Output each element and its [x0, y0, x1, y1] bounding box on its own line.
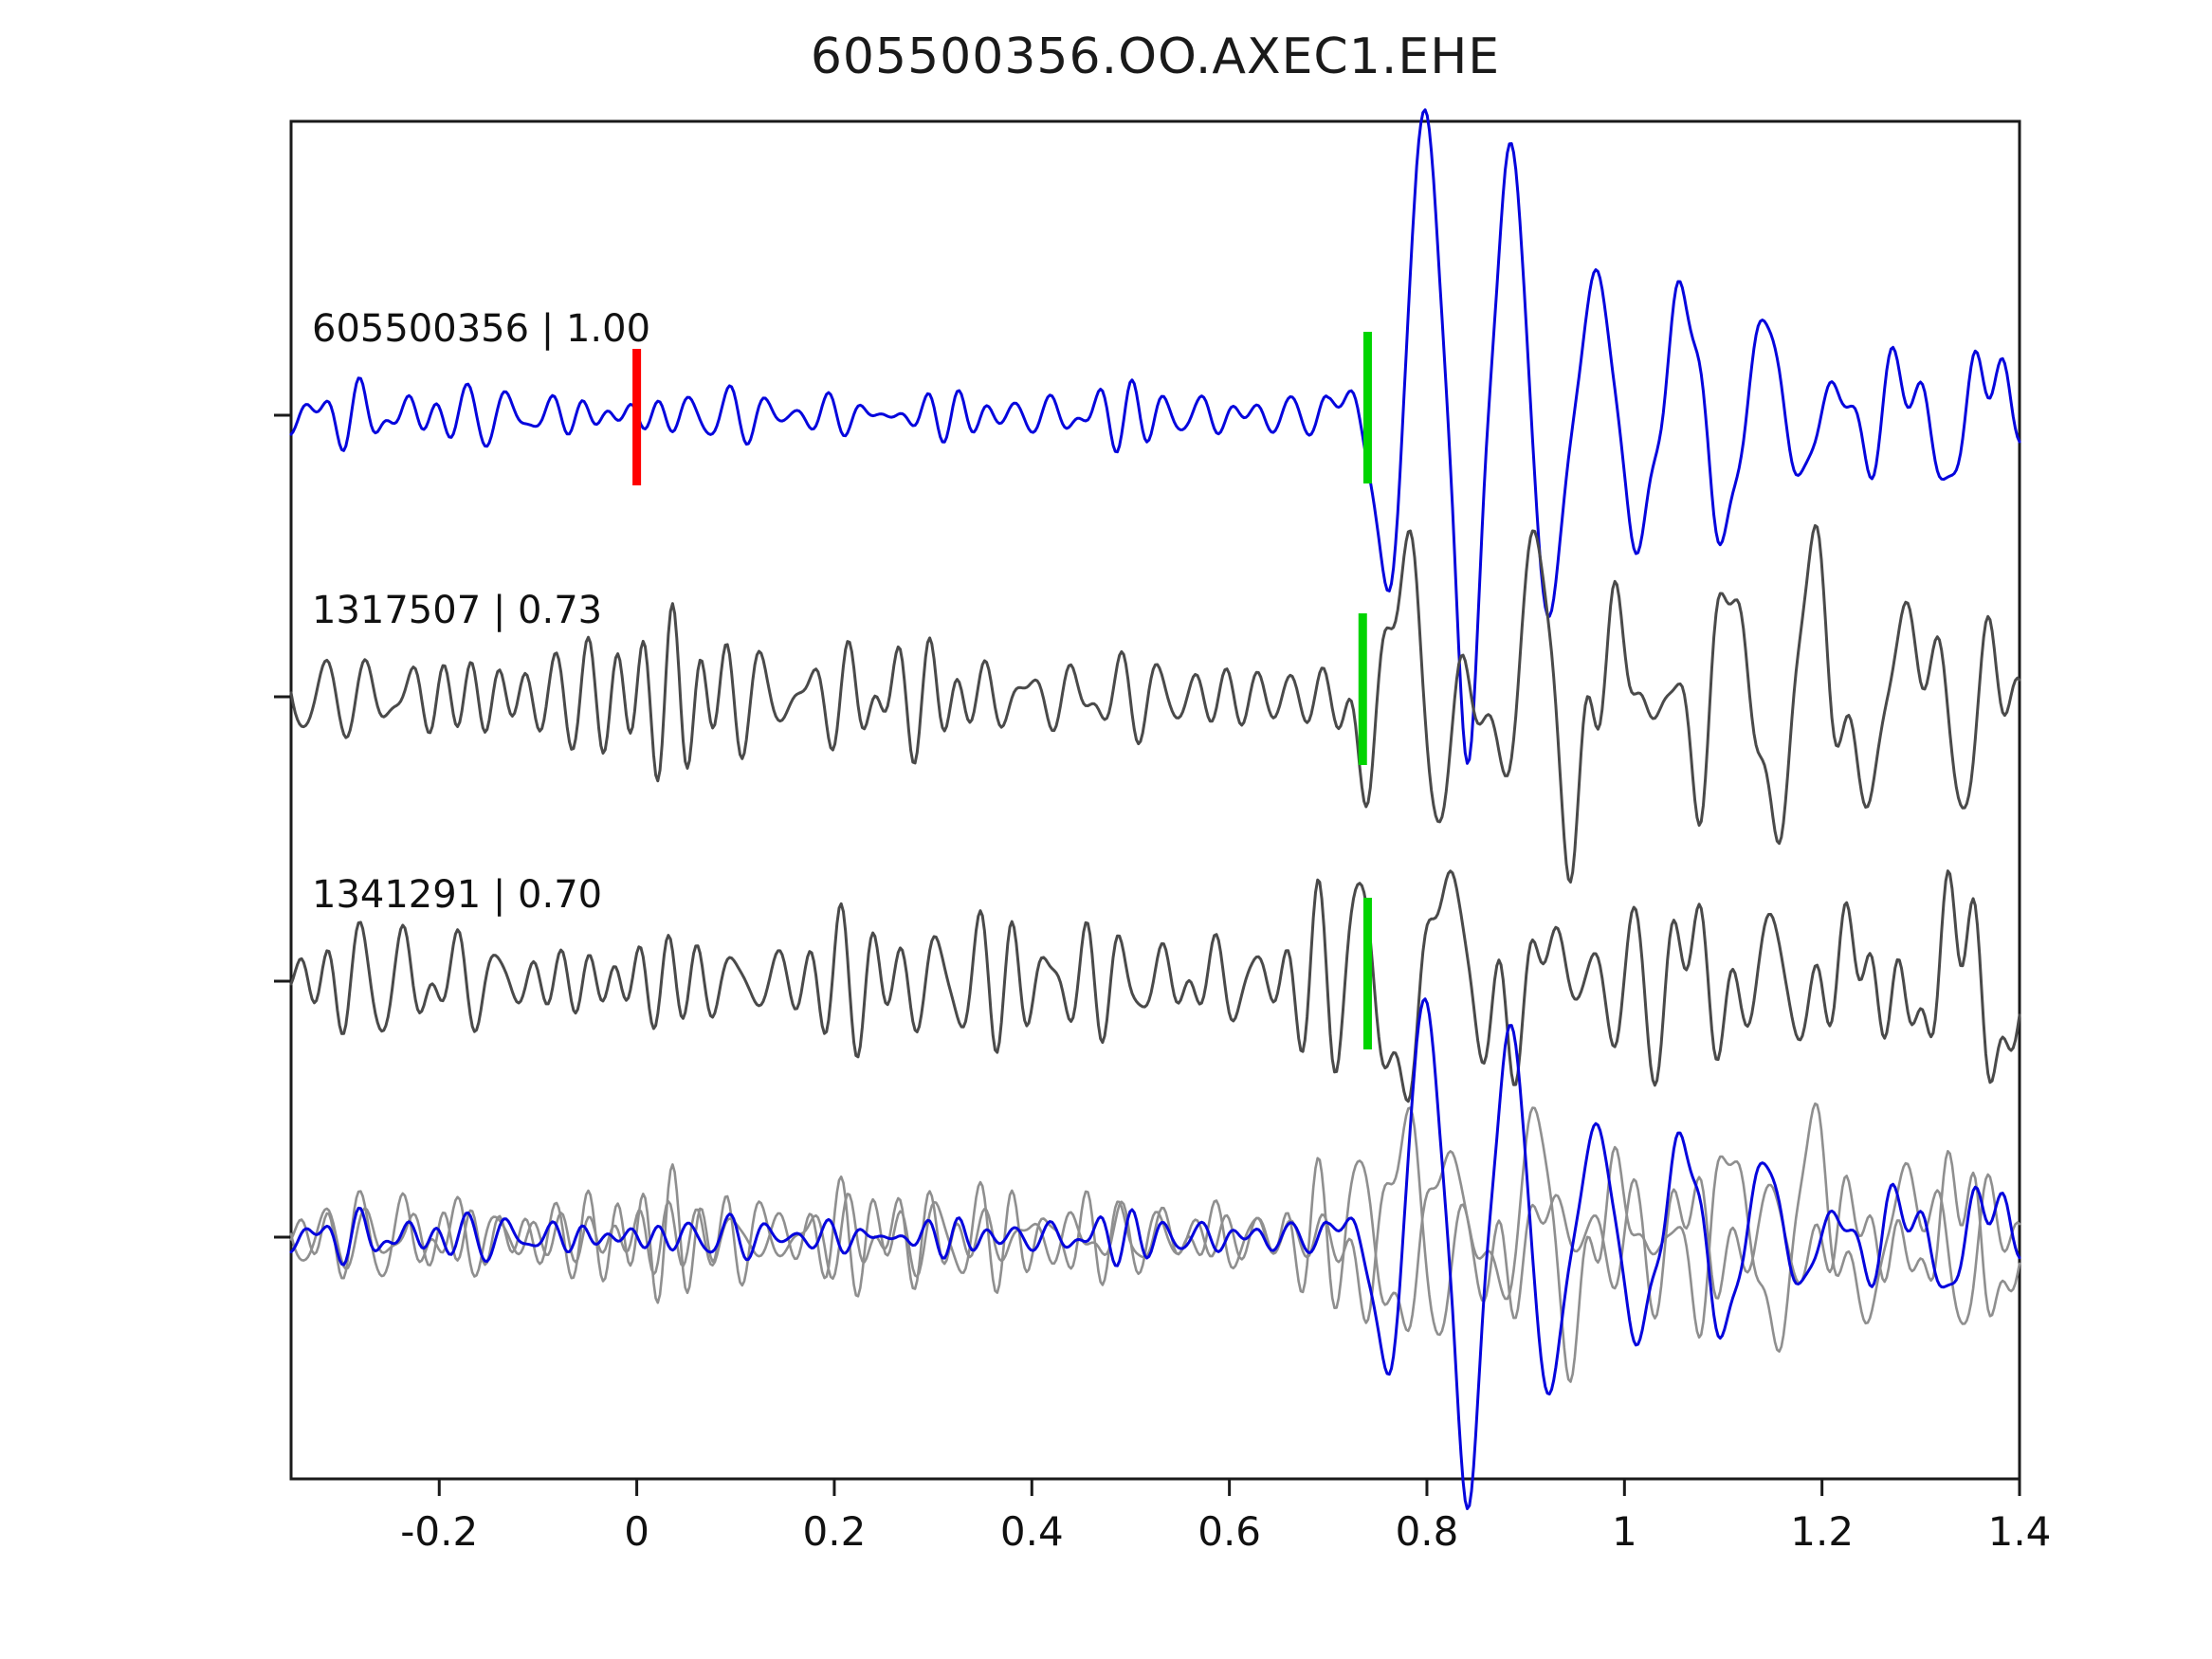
chart-title: 605500356.OO.AXEC1.EHE	[810, 28, 1501, 85]
x-axis-tick-label: 0.4	[1000, 1508, 1064, 1555]
x-axis-tick-label: 1	[1612, 1508, 1637, 1555]
x-axis-tick-label: -0.2	[400, 1508, 478, 1555]
trace-label: 1317507 | 0.73	[312, 589, 602, 632]
x-axis-tick-label: 0.2	[803, 1508, 867, 1555]
waveform-trace-1317507	[289, 523, 2021, 884]
overlay-trace-605500356	[289, 997, 2021, 1510]
x-axis-tick-label: 1.2	[1790, 1508, 1854, 1555]
x-axis-tick-label: 1.4	[1988, 1508, 2052, 1555]
trace-label: 605500356 | 1.00	[312, 307, 650, 351]
trace-label: 1341291 | 0.70	[312, 873, 602, 917]
x-axis-tick-label: 0	[624, 1508, 649, 1555]
overlay-trace-1341291	[289, 1150, 2021, 1333]
x-axis-tick-label: 0.6	[1197, 1508, 1261, 1555]
x-axis-tick-label: 0.8	[1396, 1508, 1459, 1555]
waveform-trace-605500356	[289, 108, 2021, 765]
plot-border	[289, 119, 2021, 1481]
overlay-trace-1317507	[289, 1102, 2021, 1383]
waveform-trace-1341291	[289, 869, 2021, 1103]
